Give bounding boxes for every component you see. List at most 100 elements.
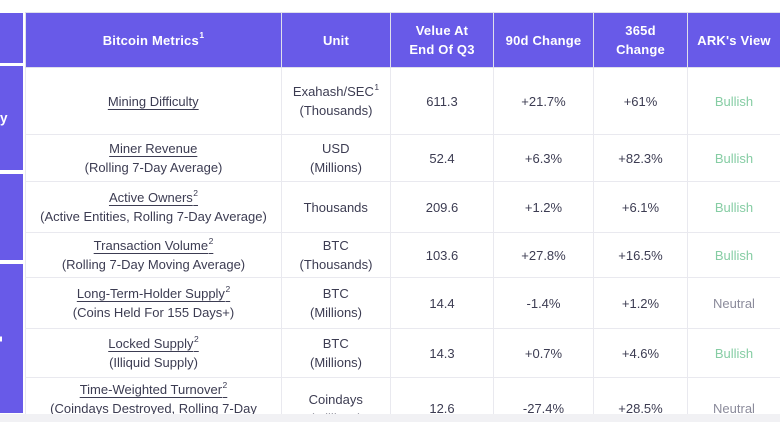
column-header-365d-change: 365d Change xyxy=(593,12,688,68)
table-row-long-term-holder-supply: Long-Term-Holder Supply2 (Coins Held For… xyxy=(25,277,780,329)
column-header-label: 365d Change xyxy=(616,23,665,57)
arks-view-cell: Bullish xyxy=(687,134,780,182)
metric-cell: Transaction Volume2 (Rolling 7-Day Movin… xyxy=(25,232,282,278)
change-90d-cell: +1.2% xyxy=(493,181,594,233)
metric-subtitle: (Active Entities, Rolling 7-Day Average) xyxy=(40,209,267,224)
column-header-label: 90d Change xyxy=(505,32,582,48)
unit-text: BTC xyxy=(322,286,349,301)
value-cell: 611.3 xyxy=(390,67,494,135)
table-row-active-owners: Active Owners2 (Active Entities, Rolling… xyxy=(25,181,780,233)
column-header-bitcoin-metrics: Bitcoin Metrics1 xyxy=(25,12,282,68)
bitcoin-metrics-table: Bitcoin Metrics1 Unit Velue At End Of Q3… xyxy=(25,12,780,422)
metric-link[interactable]: Transaction Volume2 xyxy=(93,236,214,253)
metric-name: Miner Revenue xyxy=(109,141,198,156)
change-90d-cell: -1.4% xyxy=(493,277,594,329)
unit-scale: (Thousands) xyxy=(299,103,373,118)
change-365d-cell: +16.5% xyxy=(593,232,688,278)
unit-cell: Thousands xyxy=(281,181,391,233)
metric-link[interactable]: Mining Difficulty xyxy=(108,94,199,109)
footnote-marker: 2 xyxy=(194,333,199,344)
arks-view-cell: Bullish xyxy=(687,232,780,278)
column-header-arks-view: ARK's View xyxy=(687,12,780,68)
value-cell: 14.4 xyxy=(390,277,494,329)
footnote-marker: 1 xyxy=(374,81,380,92)
change-365d-cell: +82.3% xyxy=(593,134,688,182)
sidebar-segment-group-3 xyxy=(0,264,23,413)
column-header-label: Bitcoin Metrics xyxy=(102,32,199,48)
unit-cell: USD (Millions) xyxy=(281,134,391,182)
value-cell: 14.3 xyxy=(390,328,494,378)
sidebar-segment-group-2 xyxy=(0,174,23,260)
table-row-locked-supply: Locked Supply2 (Illiquid Supply) BTC (Mi… xyxy=(25,328,780,378)
metric-name: Locked Supply xyxy=(108,336,194,351)
change-90d-cell: +27.8% xyxy=(493,232,594,278)
change-365d-cell: +4.6% xyxy=(593,328,688,378)
metric-link[interactable]: Long-Term-Holder Supply2 xyxy=(76,283,231,301)
arks-view-cell: Bullish xyxy=(687,328,780,378)
metric-cell: Mining Difficulty xyxy=(25,67,282,135)
unit-scale: (Millions) xyxy=(310,355,362,370)
column-header-label-line2: End Of Q3 xyxy=(409,42,475,57)
arks-view-cell: Bullish xyxy=(687,67,780,135)
footnote-marker: 2 xyxy=(222,379,228,390)
metric-link[interactable]: Locked Supply2 xyxy=(108,333,199,351)
metric-subtitle: (Illiquid Supply) xyxy=(109,355,198,370)
arks-view-cell: Bullish xyxy=(687,181,780,233)
metric-name: Long-Term-Holder Supply xyxy=(76,286,225,301)
unit-text: BTC xyxy=(322,336,349,351)
unit-text: Exahash/SEC xyxy=(292,84,374,99)
unit-text: USD xyxy=(322,141,350,156)
metric-subtitle: (Rolling 7-Day Moving Average) xyxy=(61,257,246,272)
metric-subtitle: (Coins Held For 155 Days+) xyxy=(72,305,235,320)
column-header-value-end-of-q3: Velue At End Of Q3 xyxy=(390,12,494,68)
unit-text: BTC xyxy=(322,238,349,253)
column-header-90d-change: 90d Change xyxy=(493,12,594,68)
unit-text: Thousands xyxy=(303,199,368,215)
value-cell: 103.6 xyxy=(390,232,494,278)
change-90d-cell: +21.7% xyxy=(493,67,594,135)
column-header-label-line1: Velue At xyxy=(415,23,469,38)
change-365d-cell: +61% xyxy=(593,67,688,135)
sidebar-group-1-label-fragment: y xyxy=(0,110,8,126)
table-row-transaction-volume: Transaction Volume2 (Rolling 7-Day Movin… xyxy=(25,232,780,278)
column-header-label: ARK's View xyxy=(697,32,771,48)
metric-link[interactable]: Active Owners2 xyxy=(108,188,198,205)
metric-name: Transaction Volume xyxy=(93,238,209,253)
unit-scale: (Millions) xyxy=(310,305,362,320)
unit-cell: BTC (Millions) xyxy=(281,328,391,378)
change-90d-cell: +0.7% xyxy=(493,328,594,378)
value-cell: 209.6 xyxy=(390,181,494,233)
unit-cell: BTC (Millions) xyxy=(281,277,391,329)
arks-view-cell: Neutral xyxy=(687,277,780,329)
change-365d-cell: +1.2% xyxy=(593,277,688,329)
footnote-marker: 2 xyxy=(225,283,231,294)
footnote-marker: 1 xyxy=(199,30,205,41)
metric-cell: Long-Term-Holder Supply2 (Coins Held For… xyxy=(25,277,282,329)
column-header-label: Unit xyxy=(322,32,350,48)
unit-text: Coindays xyxy=(308,391,363,407)
unit-scale: (Thousands) xyxy=(299,257,373,272)
table-header-row: Bitcoin Metrics1 Unit Velue At End Of Q3… xyxy=(25,12,780,68)
metric-cell: Locked Supply2 (Illiquid Supply) xyxy=(25,328,282,378)
change-365d-cell: +6.1% xyxy=(593,181,688,233)
metric-name: Time-Weighted Turnover xyxy=(79,382,223,397)
unit-cell: BTC (Thousands) xyxy=(281,232,391,278)
change-90d-cell: +6.3% xyxy=(493,134,594,182)
metric-link[interactable]: Time-Weighted Turnover2 xyxy=(79,379,228,397)
metric-cell: Miner Revenue (Rolling 7-Day Average) xyxy=(25,134,282,182)
metric-cell: Active Owners2 (Active Entities, Rolling… xyxy=(25,181,282,233)
value-cell: 52.4 xyxy=(390,134,494,182)
metric-name: Mining Difficulty xyxy=(107,93,199,109)
sidebar-segment-group-1: y xyxy=(0,66,23,170)
unit-cell: Exahash/SEC1 (Thousands) xyxy=(281,67,391,135)
column-header-unit: Unit xyxy=(281,12,391,68)
sidebar-group-3-label-fragment xyxy=(0,336,2,341)
table-row-miner-revenue: Miner Revenue (Rolling 7-Day Average) US… xyxy=(25,134,780,182)
metric-subtitle: (Rolling 7-Day Average) xyxy=(84,160,223,175)
table-row-mining-difficulty: Mining Difficulty Exahash/SEC1 (Thousand… xyxy=(25,67,780,135)
sidebar-segment-header xyxy=(0,13,23,63)
metric-link[interactable]: Miner Revenue xyxy=(109,141,198,156)
page-background-strip xyxy=(0,414,780,422)
metric-name: Active Owners xyxy=(108,190,193,205)
